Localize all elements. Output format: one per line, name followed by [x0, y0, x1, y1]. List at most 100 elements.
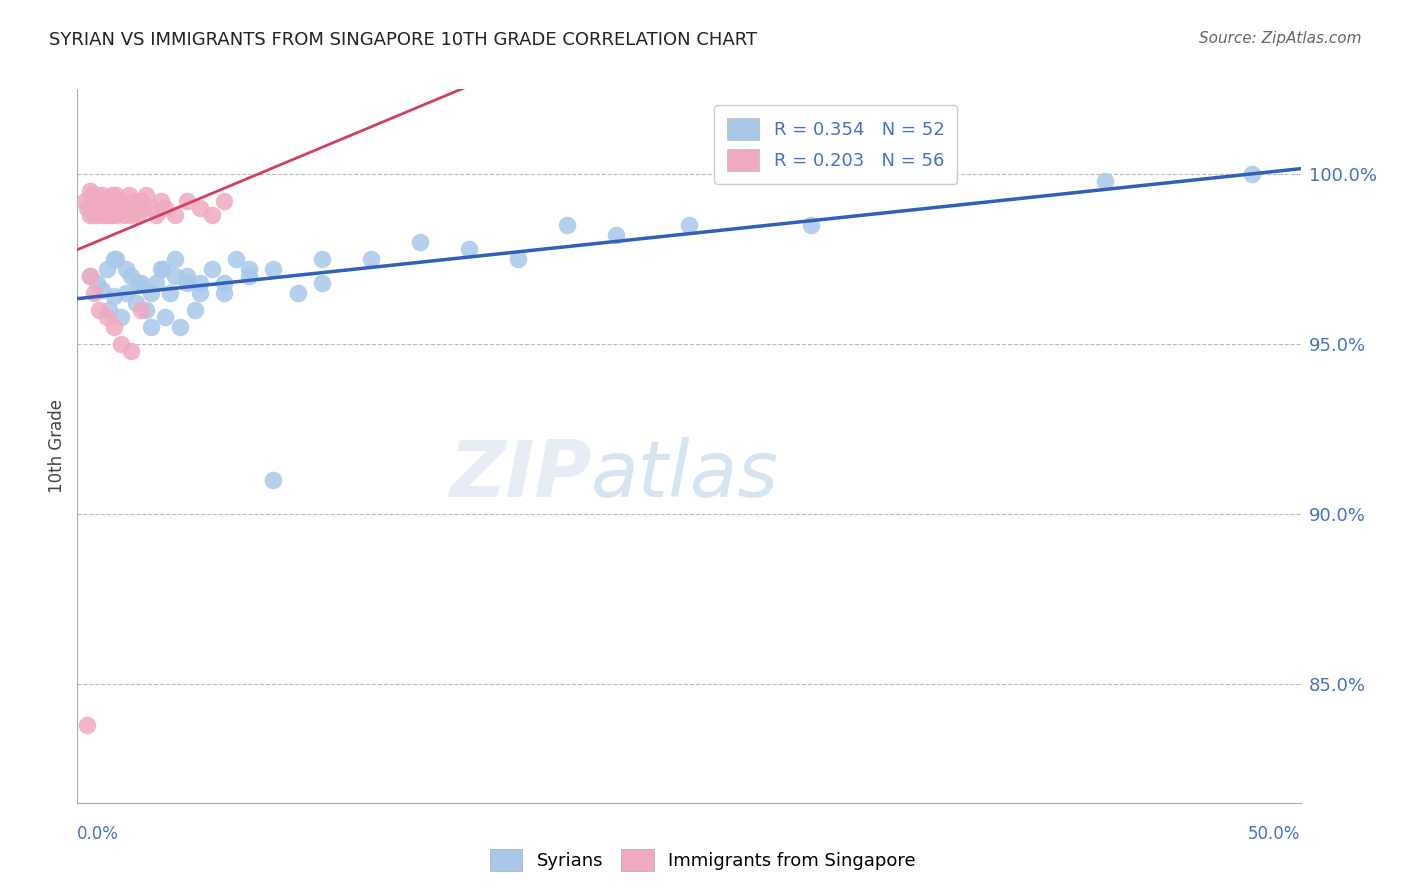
Point — [139, 201, 162, 215]
Point — [86, 201, 108, 215]
Point — [159, 286, 181, 301]
Point — [89, 303, 111, 318]
Point — [80, 187, 103, 202]
Point — [93, 194, 115, 209]
Point — [201, 208, 224, 222]
Point — [506, 252, 529, 266]
Text: 0.0%: 0.0% — [77, 825, 120, 843]
Point — [176, 269, 198, 284]
Text: 50.0%: 50.0% — [1249, 825, 1301, 843]
Point — [135, 303, 157, 318]
Legend: Syrians, Immigrants from Singapore: Syrians, Immigrants from Singapore — [482, 842, 924, 879]
Point — [103, 194, 125, 209]
Point — [155, 310, 177, 324]
Point — [80, 201, 103, 215]
Point — [800, 218, 823, 232]
Text: Source: ZipAtlas.com: Source: ZipAtlas.com — [1198, 31, 1361, 46]
Point — [135, 187, 157, 202]
Point — [165, 252, 187, 266]
Point — [76, 201, 98, 215]
Point — [360, 252, 382, 266]
Point — [108, 201, 131, 215]
Point — [184, 303, 207, 318]
Point — [96, 201, 118, 215]
Point — [86, 276, 108, 290]
Point — [100, 187, 122, 202]
Point — [105, 208, 128, 222]
Point — [103, 252, 125, 266]
Point — [129, 303, 152, 318]
Point — [100, 208, 122, 222]
Point — [188, 201, 211, 215]
Point — [128, 208, 150, 222]
Point — [287, 286, 309, 301]
Point — [176, 276, 198, 290]
Point — [83, 208, 105, 222]
Text: atlas: atlas — [591, 436, 779, 513]
Point — [212, 276, 235, 290]
Point — [176, 194, 198, 209]
Point — [90, 201, 112, 215]
Point — [201, 262, 224, 277]
Text: SYRIAN VS IMMIGRANTS FROM SINGAPORE 10TH GRADE CORRELATION CHART: SYRIAN VS IMMIGRANTS FROM SINGAPORE 10TH… — [49, 31, 758, 49]
Point — [110, 337, 132, 351]
Point — [409, 235, 432, 249]
Point — [96, 310, 118, 324]
Point — [165, 269, 187, 284]
Point — [79, 269, 101, 284]
Point — [79, 208, 101, 222]
Text: ZIP: ZIP — [449, 436, 591, 513]
Point — [457, 242, 479, 256]
Point — [103, 289, 125, 303]
Point — [145, 276, 167, 290]
Point — [89, 194, 111, 209]
Point — [120, 208, 142, 222]
Point — [555, 218, 578, 232]
Point — [115, 262, 138, 277]
Point — [93, 208, 115, 222]
Point — [120, 343, 142, 358]
Point — [98, 201, 121, 215]
Point — [129, 276, 152, 290]
Point — [125, 201, 148, 215]
Point — [76, 717, 98, 731]
Point — [115, 201, 138, 215]
Point — [89, 208, 111, 222]
Point — [96, 208, 118, 222]
Point — [145, 208, 167, 222]
Point — [115, 286, 138, 301]
Point — [118, 187, 141, 202]
Point — [110, 194, 132, 209]
Point — [79, 184, 101, 198]
Point — [149, 262, 172, 277]
Point — [188, 276, 211, 290]
Point — [105, 187, 128, 202]
Point — [120, 269, 142, 284]
Point — [149, 194, 172, 209]
Y-axis label: 10th Grade: 10th Grade — [48, 399, 66, 493]
Point — [238, 262, 260, 277]
Point — [73, 194, 96, 209]
Point — [86, 187, 108, 202]
Point — [125, 296, 148, 310]
Point — [98, 303, 121, 318]
Point — [1094, 174, 1116, 188]
Point — [169, 320, 191, 334]
Point — [212, 286, 235, 301]
Point — [152, 262, 174, 277]
Point — [262, 473, 284, 487]
Point — [90, 187, 112, 202]
Point — [83, 194, 105, 209]
Point — [605, 228, 627, 243]
Point — [678, 218, 700, 232]
Point — [262, 262, 284, 277]
Point — [129, 194, 152, 209]
Point — [139, 286, 162, 301]
Point — [110, 310, 132, 324]
Point — [212, 194, 235, 209]
Point — [1240, 167, 1263, 181]
Point — [132, 201, 155, 215]
Point — [188, 286, 211, 301]
Point — [105, 252, 128, 266]
Point — [311, 252, 333, 266]
